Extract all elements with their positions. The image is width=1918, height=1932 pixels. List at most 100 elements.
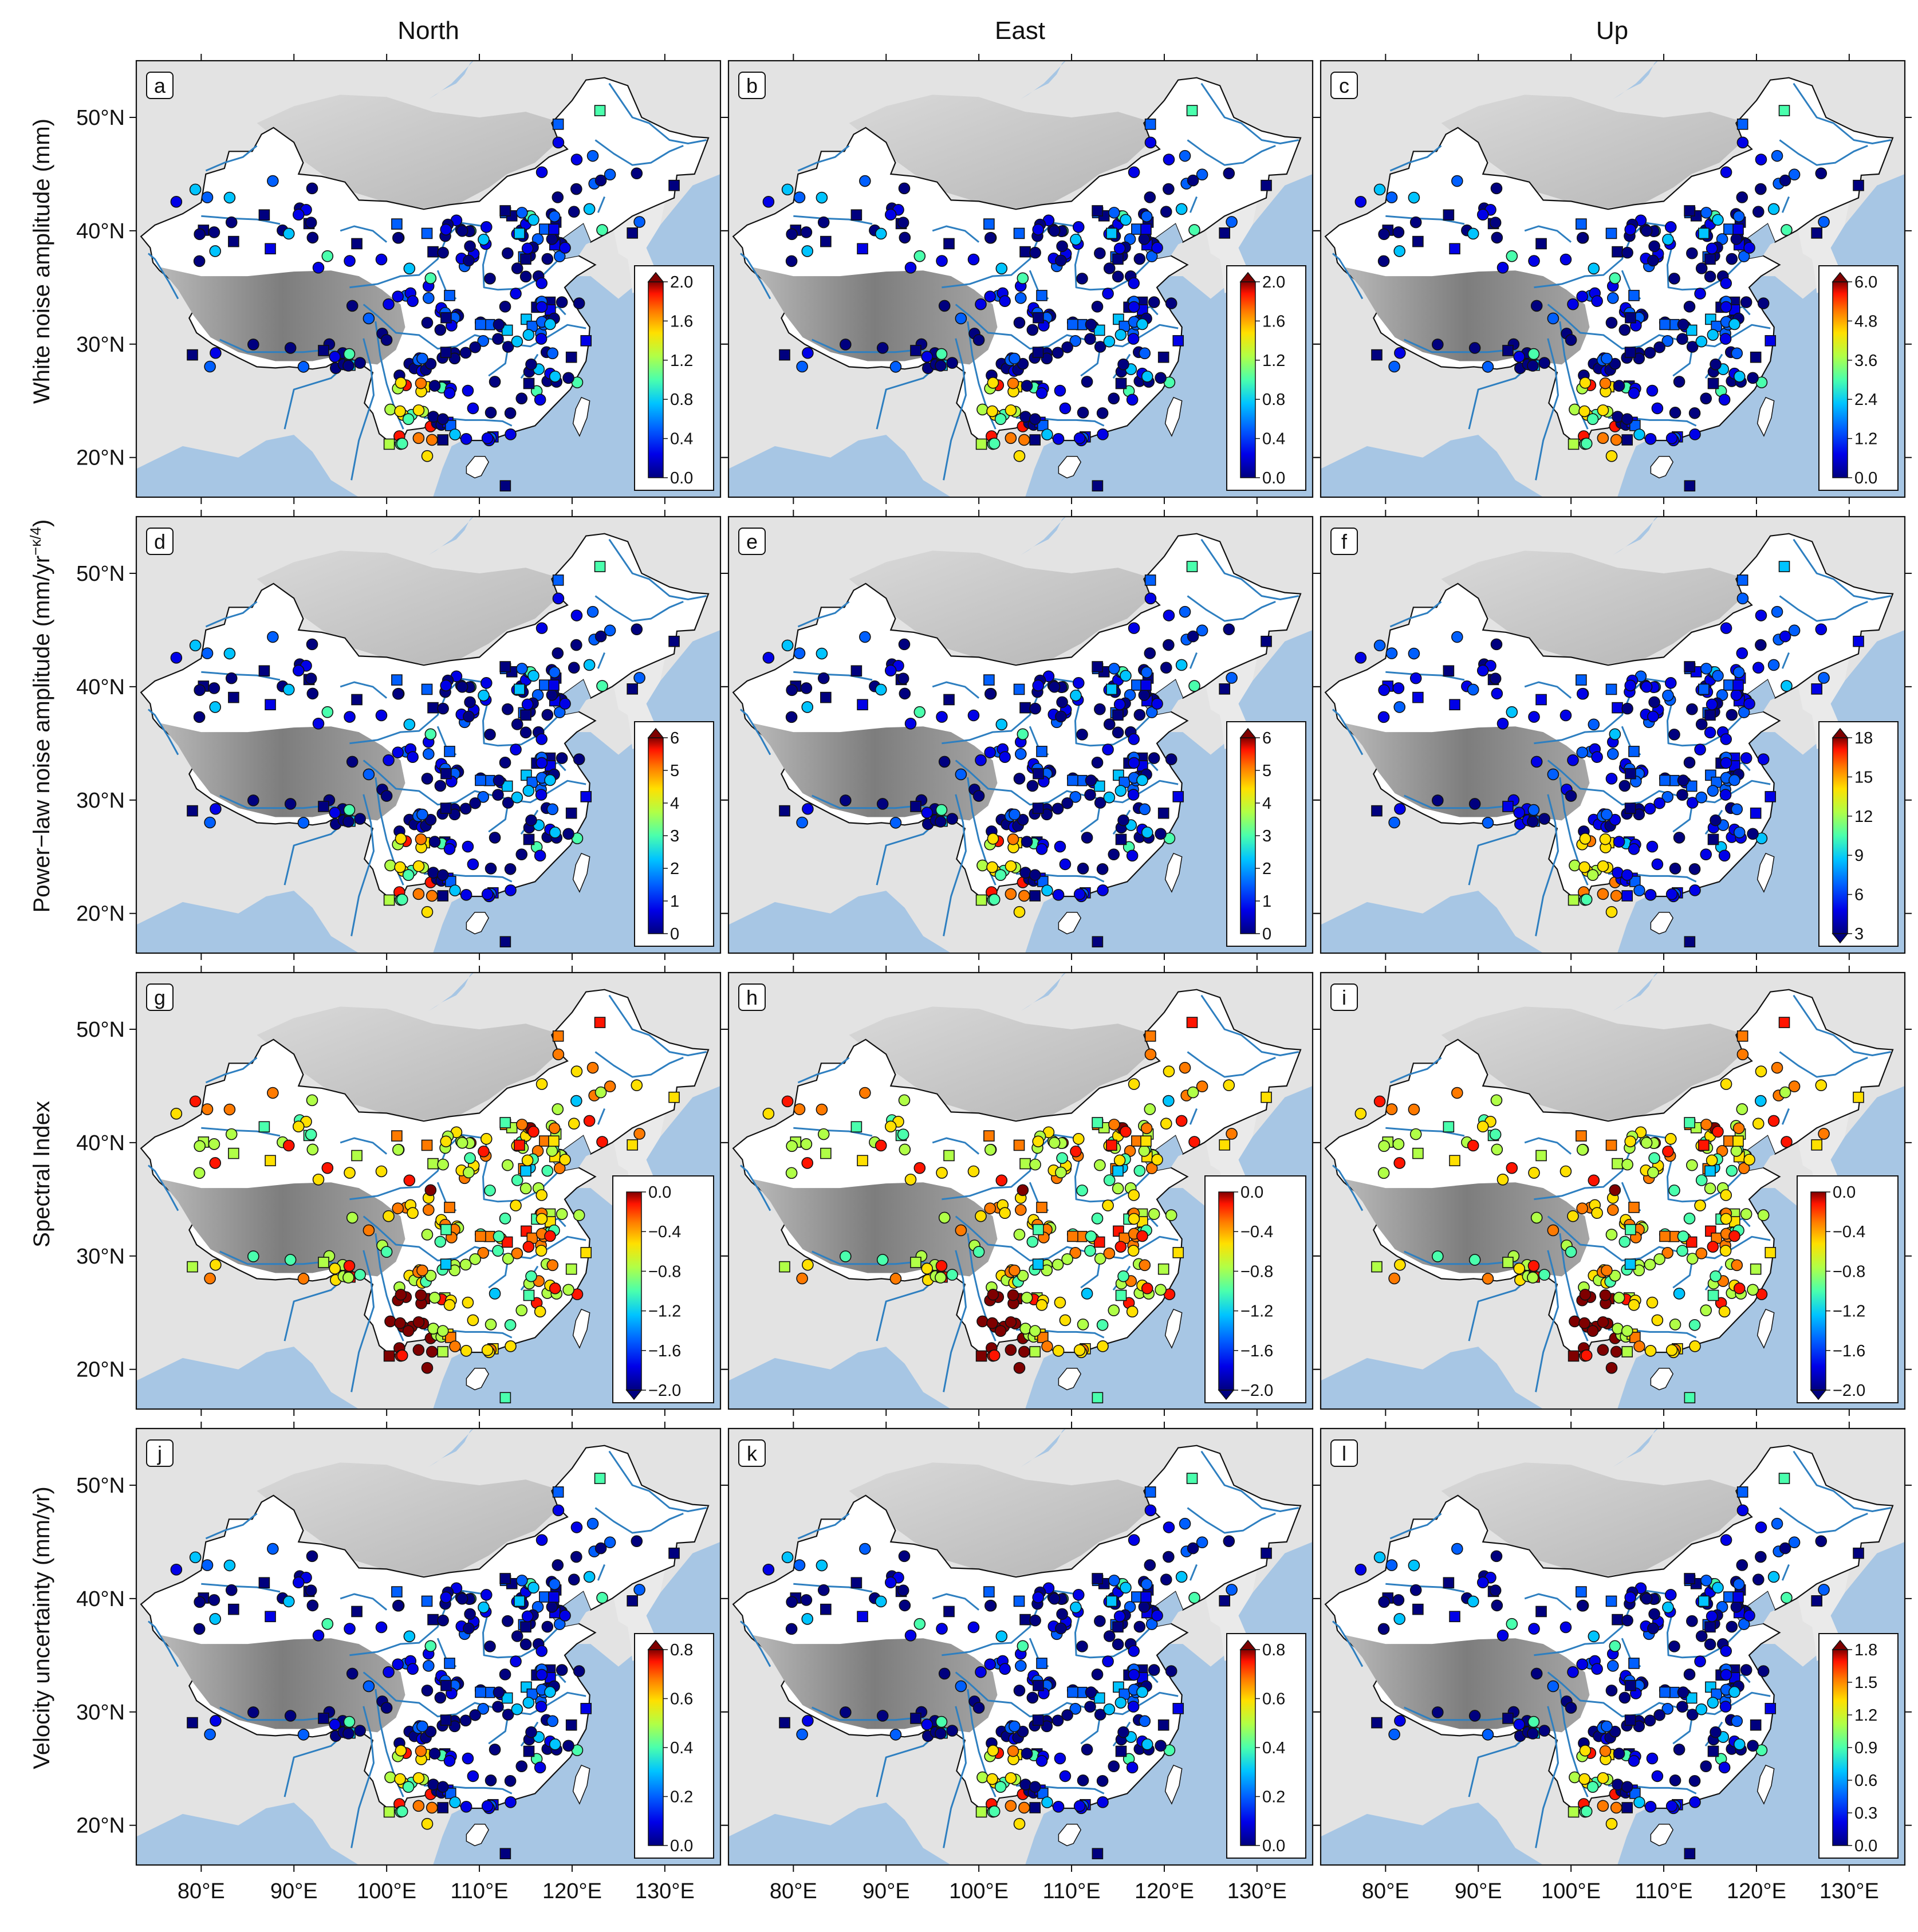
station-circle-marker xyxy=(1677,1230,1689,1242)
station-circle-marker xyxy=(463,710,475,723)
station-square-marker xyxy=(1412,691,1424,703)
station-circle-marker xyxy=(515,1760,528,1772)
station-circle-marker xyxy=(1677,774,1689,786)
river-line xyxy=(597,652,605,669)
station-square-marker xyxy=(1750,351,1762,363)
colorbar-tick-label: 0.8 xyxy=(670,391,693,409)
station-circle-marker xyxy=(480,1133,493,1145)
station-circle-marker xyxy=(1385,1559,1398,1571)
map-panel-i: i0.0−0.4−0.8−1.2−1.6−2.0 xyxy=(1314,966,1912,1416)
station-circle-marker xyxy=(502,1615,514,1627)
station-circle-marker xyxy=(1393,1157,1406,1169)
bay-of-bengal xyxy=(136,891,359,953)
colorbar-max-arrow xyxy=(647,271,664,282)
colorbar-tick-label: 4 xyxy=(1262,794,1271,813)
station-circle-marker xyxy=(502,341,514,353)
station-square-marker xyxy=(668,1547,680,1559)
station-square-marker xyxy=(1624,1714,1636,1726)
station-circle-marker xyxy=(1565,790,1577,802)
lon-tick-label: 90°E xyxy=(862,1879,910,1903)
bay-of-bengal xyxy=(1321,435,1543,497)
station-circle-marker xyxy=(525,358,537,371)
station-circle-marker xyxy=(396,894,408,906)
station-square-marker xyxy=(1704,253,1716,265)
station-circle-marker xyxy=(510,1199,522,1211)
station-circle-marker xyxy=(1393,701,1406,713)
station-circle-marker xyxy=(1019,1778,1031,1791)
bay-of-bengal xyxy=(1321,891,1543,953)
station-square-marker xyxy=(1685,324,1698,336)
station-circle-marker xyxy=(1710,1726,1722,1738)
station-square-marker xyxy=(1092,205,1103,217)
panel-grid: a2.01.61.20.80.40.0b2.01.61.20.80.40.0c6… xyxy=(129,54,1912,1872)
station-circle-marker xyxy=(549,1738,561,1750)
station-circle-marker xyxy=(363,1680,375,1693)
bay-of-bengal xyxy=(1321,1347,1543,1409)
station-circle-marker xyxy=(1013,773,1026,785)
station-circle-marker xyxy=(935,348,948,360)
river-line xyxy=(932,225,980,243)
station-circle-marker xyxy=(1133,253,1146,265)
station-square-marker xyxy=(520,1165,531,1177)
panel-letter-box xyxy=(1330,1439,1358,1467)
station-circle-marker xyxy=(1730,1601,1743,1613)
panel-frame xyxy=(135,516,722,954)
station-circle-marker xyxy=(1695,1703,1708,1715)
station-square-marker xyxy=(1115,833,1127,845)
station-circle-marker xyxy=(1160,206,1172,218)
station-circle-marker xyxy=(816,191,828,204)
station-circle-marker xyxy=(1144,1048,1157,1061)
station-square-marker xyxy=(1765,1703,1777,1714)
station-circle-marker xyxy=(1094,1709,1106,1721)
station-circle-marker xyxy=(1103,718,1116,730)
station-circle-marker xyxy=(1051,1258,1064,1271)
station-circle-marker xyxy=(1579,833,1592,845)
station-circle-marker xyxy=(1175,659,1188,671)
station-circle-marker xyxy=(552,1504,565,1517)
station-square-marker xyxy=(1765,1247,1777,1258)
station-circle-marker xyxy=(1818,1128,1830,1140)
station-circle-marker xyxy=(801,701,814,713)
station-circle-marker xyxy=(1597,1772,1609,1784)
station-circle-marker xyxy=(1133,709,1146,721)
station-circle-marker xyxy=(1731,1715,1743,1728)
panel-letter-box xyxy=(1330,983,1358,1011)
station-circle-marker xyxy=(1513,351,1526,363)
station-circle-marker xyxy=(1506,706,1518,718)
station-circle-marker xyxy=(541,709,554,721)
map-panel-j: j0.80.60.40.20.0 xyxy=(129,1422,727,1872)
station-circle-marker xyxy=(1700,1575,1712,1587)
river-line xyxy=(1200,1450,1299,1512)
station-circle-marker xyxy=(383,1210,395,1222)
station-circle-marker xyxy=(1373,639,1386,652)
station-circle-marker xyxy=(1179,1517,1191,1530)
station-square-marker xyxy=(1778,105,1790,116)
panel-letter-label: i xyxy=(1342,986,1346,1009)
station-circle-marker xyxy=(553,706,566,718)
station-circle-marker xyxy=(967,709,980,722)
colorbar-frame xyxy=(634,1633,714,1859)
station-circle-marker xyxy=(1731,347,1743,360)
station-circle-marker xyxy=(552,592,565,605)
station-square-marker xyxy=(421,227,433,239)
station-circle-marker xyxy=(342,360,355,372)
station-circle-marker xyxy=(375,709,388,722)
station-circle-marker xyxy=(1588,1630,1600,1643)
river-line xyxy=(350,1250,375,1392)
station-circle-marker xyxy=(1029,1158,1041,1171)
river-line xyxy=(608,994,707,1056)
station-circle-marker xyxy=(899,231,911,244)
station-circle-marker xyxy=(1621,246,1633,259)
station-circle-marker xyxy=(306,1599,319,1612)
colorbar-ramp xyxy=(1810,1191,1826,1391)
colorbar-tick-label: 1 xyxy=(670,892,679,911)
station-square-marker xyxy=(1612,246,1623,258)
station-circle-marker xyxy=(553,1162,566,1174)
colorbar-tick-label: 0.2 xyxy=(1262,1788,1285,1807)
colorbar-tick-label: 4 xyxy=(670,794,679,813)
station-circle-marker xyxy=(344,1167,356,1179)
colorbar-max-arrow xyxy=(1239,1639,1257,1650)
station-square-marker xyxy=(1684,1573,1695,1584)
station-circle-marker xyxy=(1527,360,1539,372)
station-circle-marker xyxy=(193,1623,206,1635)
